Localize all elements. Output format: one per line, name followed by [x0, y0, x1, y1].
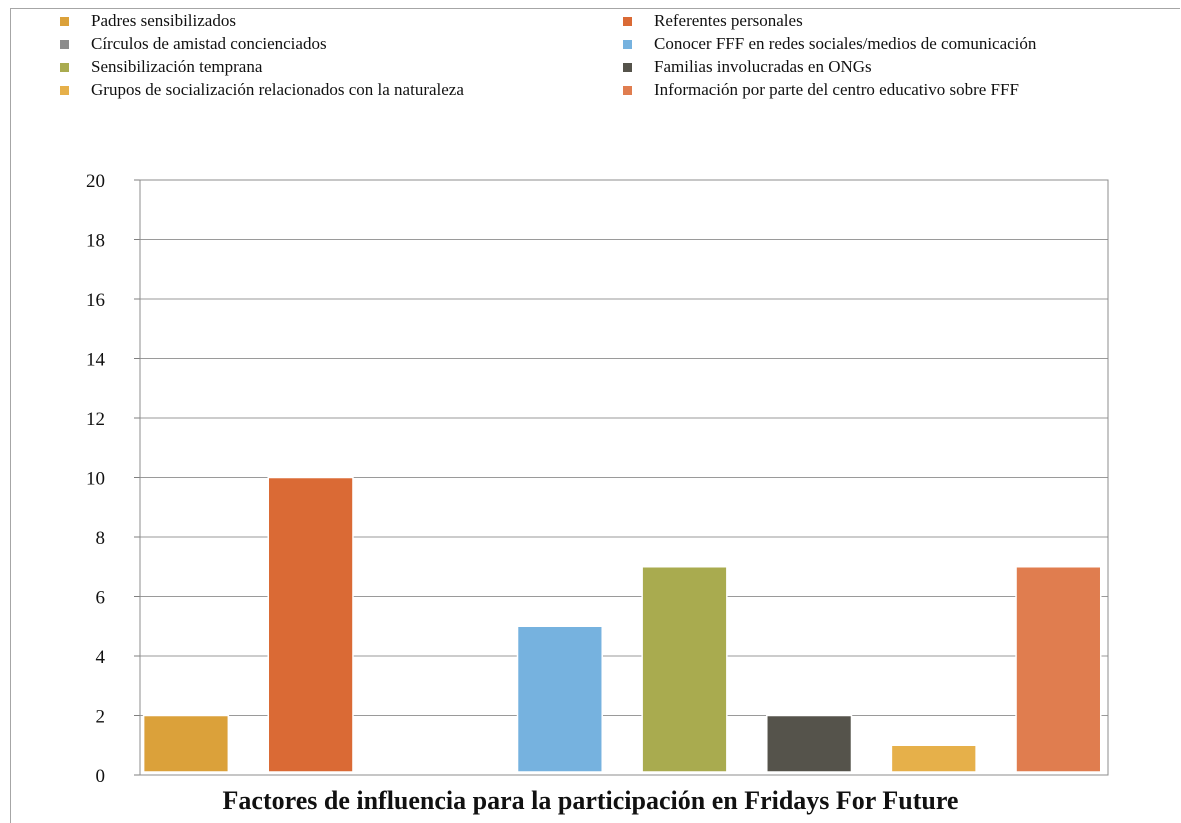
- legend-swatch: [623, 39, 632, 49]
- legend-label: Círculos de amistad concienciados: [91, 34, 327, 53]
- y-tick-label: 4: [96, 647, 106, 668]
- y-tick-label: 14: [86, 350, 106, 371]
- legend-swatch: [60, 16, 69, 26]
- legend-label: Grupos de socialización relacionados con…: [91, 80, 464, 99]
- legend-label: Sensibilización temprana: [91, 57, 263, 76]
- chart-legend: Padres sensibilizados Referentes personal…: [60, 10, 1170, 120]
- legend-item: Círculos de amistad concienciados: [60, 33, 327, 55]
- legend-item: Familias involucradas en ONGs: [623, 56, 872, 78]
- y-tick-label: 10: [86, 469, 105, 490]
- legend-swatch: [60, 39, 69, 49]
- legend-swatch: [623, 62, 632, 72]
- legend-label: Conocer FFF en redes sociales/medios de …: [654, 34, 1037, 53]
- bar-4: [516, 625, 603, 773]
- y-tick-label: 0: [96, 766, 106, 787]
- bar-2: [267, 476, 354, 773]
- y-tick-label: 12: [86, 409, 105, 430]
- legend-item: Grupos de socialización relacionados con…: [60, 79, 464, 101]
- legend-label: Referentes personales: [654, 11, 803, 30]
- legend-swatch: [623, 16, 632, 26]
- y-tick-label: 6: [96, 588, 106, 609]
- legend-swatch: [623, 85, 632, 95]
- y-tick-label: 8: [96, 528, 106, 549]
- legend-item: Sensibilización temprana: [60, 56, 262, 78]
- bar-8: [1015, 566, 1102, 773]
- y-tick-label: 16: [86, 290, 105, 311]
- chart-title: Factores de influencia para la participa…: [222, 786, 959, 815]
- legend-item: Conocer FFF en redes sociales/medios de …: [623, 33, 1036, 55]
- bar-7: [890, 744, 977, 773]
- y-tick-label: 20: [86, 171, 105, 192]
- y-tick-label: 2: [96, 707, 106, 728]
- y-tick-label: 18: [86, 231, 105, 252]
- legend-label: Padres sensibilizados: [91, 11, 236, 30]
- bar-6: [766, 714, 853, 773]
- legend-label: Familias involucradas en ONGs: [654, 57, 872, 76]
- bar-1: [142, 714, 230, 773]
- plot-area: [139, 179, 1109, 776]
- chart-frame: [10, 8, 1180, 823]
- legend-item: Información por parte del centro educati…: [623, 79, 1019, 101]
- legend-item: Referentes personales: [623, 10, 803, 32]
- legend-swatch: [60, 85, 69, 95]
- legend-label: Información por parte del centro educati…: [654, 80, 1019, 99]
- legend-swatch: [60, 62, 69, 72]
- bar-5: [641, 566, 728, 773]
- bar-chart: 0 2 4 6 8 10 12 14 16 18 20: [86, 171, 1109, 787]
- legend-item: Padres sensibilizados: [60, 10, 236, 32]
